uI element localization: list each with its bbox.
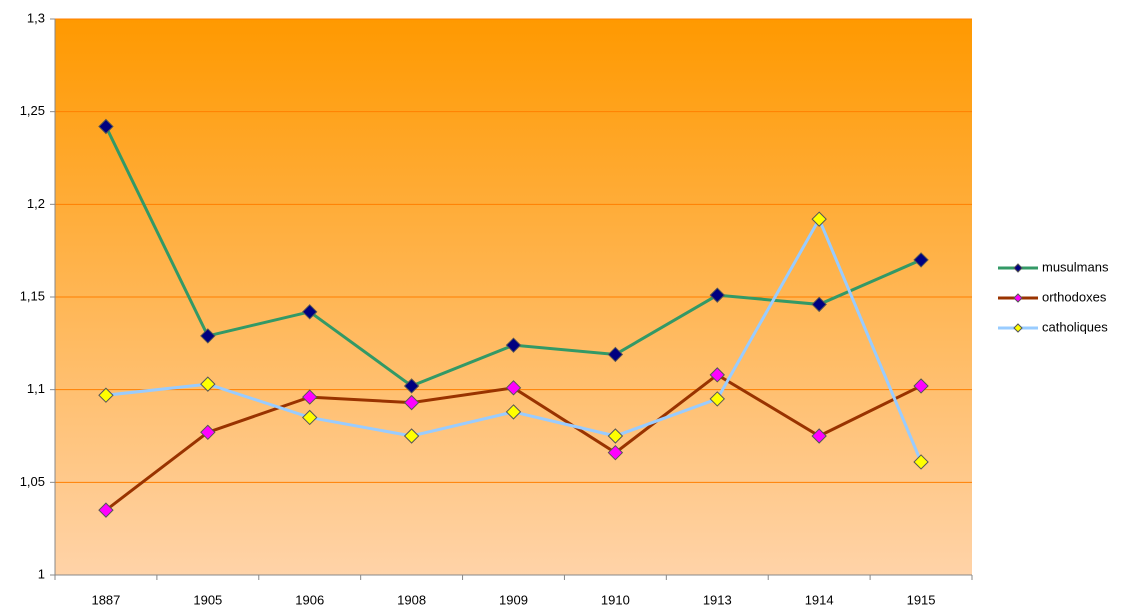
x-tick-label: 1915 bbox=[907, 592, 936, 607]
marker bbox=[302, 409, 318, 426]
x-tick-label: 1887 bbox=[91, 592, 120, 607]
marker bbox=[913, 378, 929, 394]
x-tick-label: 1908 bbox=[397, 592, 426, 607]
marker bbox=[403, 394, 420, 411]
marker bbox=[200, 376, 216, 392]
x-tick-label: 1914 bbox=[805, 592, 834, 607]
y-tick-label: 1,05 bbox=[20, 474, 45, 489]
marker bbox=[403, 428, 420, 444]
marker bbox=[811, 211, 827, 227]
y-tick-label: 1,3 bbox=[27, 10, 45, 25]
marker bbox=[505, 404, 522, 420]
legend-marker bbox=[1013, 293, 1023, 303]
marker bbox=[607, 444, 624, 461]
x-tick-label: 1905 bbox=[193, 592, 222, 607]
legend-marker bbox=[1013, 263, 1023, 273]
marker bbox=[98, 502, 114, 518]
marker bbox=[709, 391, 725, 407]
legend-label: orthodoxes bbox=[1042, 289, 1107, 304]
marker bbox=[505, 337, 522, 353]
marker bbox=[302, 389, 318, 405]
marker bbox=[505, 380, 522, 396]
y-tick-label: 1 bbox=[38, 566, 45, 581]
legend-label: catholiques bbox=[1042, 319, 1108, 334]
legend-marker bbox=[1013, 323, 1023, 333]
marker bbox=[709, 367, 725, 383]
marker bbox=[811, 296, 827, 313]
marker bbox=[200, 424, 216, 441]
y-tick-label: 1,15 bbox=[20, 288, 45, 303]
marker bbox=[98, 387, 114, 403]
marker bbox=[607, 428, 624, 444]
marker bbox=[607, 346, 624, 363]
marker bbox=[913, 454, 929, 470]
x-tick-label: 1913 bbox=[703, 592, 732, 607]
marker bbox=[811, 428, 827, 444]
marker bbox=[302, 304, 318, 320]
x-tick-label: 1906 bbox=[295, 592, 324, 607]
legend-label: musulmans bbox=[1042, 259, 1109, 274]
x-tick-label: 1910 bbox=[601, 592, 630, 607]
marker bbox=[200, 328, 216, 344]
y-tick-label: 1,2 bbox=[27, 196, 45, 211]
y-tick-label: 1,1 bbox=[27, 381, 45, 396]
marker bbox=[913, 252, 929, 268]
marker bbox=[98, 118, 114, 135]
y-tick-label: 1,25 bbox=[20, 103, 45, 118]
marker bbox=[403, 378, 420, 394]
marker bbox=[709, 287, 725, 303]
x-tick-label: 1909 bbox=[499, 592, 528, 607]
